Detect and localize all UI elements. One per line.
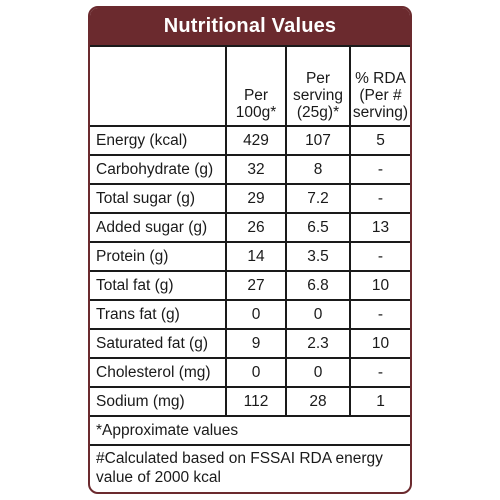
header-rda: % RDA (Per # serving) xyxy=(351,47,410,125)
value-per-serving: 6.5 xyxy=(287,214,351,241)
header-per-100g-label: Per 100g* xyxy=(235,87,277,121)
footnote-approx-row: *Approximate values xyxy=(90,417,410,446)
table-body: Energy (kcal) 429 107 5 Carbohydrate (g)… xyxy=(90,127,410,417)
value-rda: 5 xyxy=(376,132,385,149)
value-rda: - xyxy=(377,364,384,381)
value-per-serving: 28 xyxy=(287,388,351,415)
nutrient-label: Cholesterol (mg) xyxy=(90,359,227,386)
value-rda: 13 xyxy=(371,219,390,236)
value-per-100g: 14 xyxy=(227,243,287,270)
nutrient-label: Total fat (g) xyxy=(90,272,227,299)
value-per-serving: 8 xyxy=(287,156,351,183)
table-row: Cholesterol (mg) 0 0 - xyxy=(90,359,410,388)
value-per-serving: 2.3 xyxy=(287,330,351,357)
table-row: Sodium (mg) 112 28 1 xyxy=(90,388,410,417)
value-rda: 10 xyxy=(371,277,390,294)
table-row: Added sugar (g) 26 6.5 13 xyxy=(90,214,410,243)
header-per-100g: Per 100g* xyxy=(227,47,287,125)
value-per-100g: 0 xyxy=(227,359,287,386)
value-rda: 10 xyxy=(371,335,390,352)
value-per-100g: 0 xyxy=(227,301,287,328)
nutrient-label: Protein (g) xyxy=(90,243,227,270)
table-row: Carbohydrate (g) 32 8 - xyxy=(90,156,410,185)
value-rda: - xyxy=(377,161,384,178)
value-per-100g: 112 xyxy=(227,388,287,415)
value-rda: - xyxy=(377,248,384,265)
value-per-100g: 26 xyxy=(227,214,287,241)
nutrient-label: Sodium (mg) xyxy=(90,388,227,415)
nutrition-panel: Nutritional Values Per 100g* Per serving… xyxy=(88,6,412,494)
header-nutrient xyxy=(90,47,227,125)
value-per-100g: 27 xyxy=(227,272,287,299)
header-per-serving: Per serving (25g)* xyxy=(287,47,351,125)
nutrition-table: Per 100g* Per serving (25g)* % RDA (Per … xyxy=(90,45,410,490)
footnote-rda: #Calculated based on FSSAI RDA energy va… xyxy=(96,450,383,486)
table-row: Saturated fat (g) 9 2.3 10 xyxy=(90,330,410,359)
header-per-serving-label: Per serving (25g)* xyxy=(293,70,343,121)
value-per-100g: 9 xyxy=(227,330,287,357)
value-per-100g: 429 xyxy=(227,127,287,154)
value-per-100g: 29 xyxy=(227,185,287,212)
value-rda: - xyxy=(377,190,384,207)
value-per-100g: 32 xyxy=(227,156,287,183)
nutrient-label: Saturated fat (g) xyxy=(90,330,227,357)
panel-title: Nutritional Values xyxy=(90,8,410,45)
value-per-serving: 3.5 xyxy=(287,243,351,270)
nutrient-label: Total sugar (g) xyxy=(90,185,227,212)
nutrient-label: Trans fat (g) xyxy=(90,301,227,328)
value-per-serving: 0 xyxy=(287,301,351,328)
footnote-rda-row: #Calculated based on FSSAI RDA energy va… xyxy=(90,446,410,490)
table-row: Energy (kcal) 429 107 5 xyxy=(90,127,410,156)
value-rda: 1 xyxy=(376,393,385,410)
table-row: Protein (g) 14 3.5 - xyxy=(90,243,410,272)
value-per-serving: 107 xyxy=(287,127,351,154)
value-rda: - xyxy=(377,306,384,323)
nutrient-label: Added sugar (g) xyxy=(90,214,227,241)
nutrient-label: Energy (kcal) xyxy=(90,127,227,154)
table-row: Total sugar (g) 29 7.2 - xyxy=(90,185,410,214)
value-per-serving: 0 xyxy=(287,359,351,386)
value-per-serving: 7.2 xyxy=(287,185,351,212)
value-per-serving: 6.8 xyxy=(287,272,351,299)
table-row: Total fat (g) 27 6.8 10 xyxy=(90,272,410,301)
nutrient-label: Carbohydrate (g) xyxy=(90,156,227,183)
footnote-approx: *Approximate values xyxy=(96,422,239,439)
table-row: Trans fat (g) 0 0 - xyxy=(90,301,410,330)
header-rda-label: % RDA (Per # serving) xyxy=(352,70,409,121)
table-header-row: Per 100g* Per serving (25g)* % RDA (Per … xyxy=(90,47,410,127)
